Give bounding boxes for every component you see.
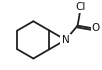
Text: O: O — [92, 23, 100, 33]
Text: Cl: Cl — [75, 2, 85, 12]
Text: N: N — [62, 35, 69, 45]
